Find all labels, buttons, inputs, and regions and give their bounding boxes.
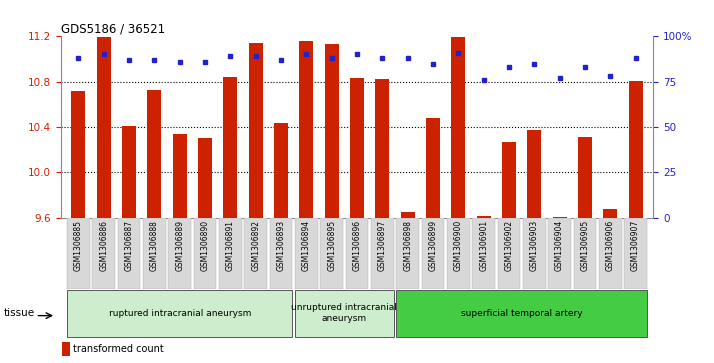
Text: GSM1306893: GSM1306893 (276, 220, 286, 271)
Text: GSM1306890: GSM1306890 (201, 220, 209, 271)
Bar (523, 218, 545, 289)
Bar (371, 218, 393, 289)
Bar (118, 218, 141, 289)
Text: GSM1306899: GSM1306899 (428, 220, 438, 271)
Text: GSM1306903: GSM1306903 (530, 220, 539, 271)
Bar (62, 342, 69, 356)
Text: transformed count: transformed count (73, 344, 164, 354)
Bar (92, 218, 115, 289)
Text: GSM1306905: GSM1306905 (580, 220, 590, 271)
Bar (71, 91, 86, 218)
Bar (421, 218, 444, 289)
Text: GSM1306886: GSM1306886 (99, 220, 109, 271)
Bar (295, 218, 318, 289)
Bar (426, 118, 440, 218)
Text: superficial temporal artery: superficial temporal artery (461, 309, 583, 318)
Bar (502, 142, 516, 218)
Bar (628, 81, 643, 218)
Bar (295, 290, 393, 337)
Text: GSM1306891: GSM1306891 (226, 220, 235, 271)
Bar (223, 77, 237, 218)
Bar (553, 217, 567, 218)
Text: GSM1306904: GSM1306904 (555, 220, 564, 271)
Text: GDS5186 / 36521: GDS5186 / 36521 (61, 22, 165, 35)
Bar (578, 137, 592, 218)
Bar (573, 218, 596, 289)
Bar (528, 130, 541, 218)
Text: tissue: tissue (4, 308, 35, 318)
Text: GSM1306896: GSM1306896 (353, 220, 361, 271)
Bar (624, 218, 647, 289)
Bar (548, 218, 571, 289)
Text: GSM1306898: GSM1306898 (403, 220, 412, 271)
Text: GSM1306895: GSM1306895 (327, 220, 336, 271)
Text: GSM1306907: GSM1306907 (631, 220, 640, 271)
Text: unruptured intracranial
aneurysm: unruptured intracranial aneurysm (291, 303, 397, 323)
Text: GSM1306906: GSM1306906 (605, 220, 615, 271)
Bar (147, 90, 161, 218)
Bar (299, 41, 313, 218)
Bar (477, 216, 491, 218)
Bar (270, 218, 293, 289)
Bar (451, 37, 466, 218)
Bar (173, 134, 186, 218)
Bar (274, 122, 288, 218)
Text: GSM1306901: GSM1306901 (479, 220, 488, 271)
Bar (401, 212, 415, 218)
Text: GSM1306889: GSM1306889 (175, 220, 184, 271)
Bar (603, 209, 617, 218)
Text: GSM1306897: GSM1306897 (378, 220, 387, 271)
Bar (376, 79, 389, 218)
Bar (396, 218, 419, 289)
Text: GSM1306887: GSM1306887 (124, 220, 134, 271)
Bar (67, 290, 293, 337)
Bar (122, 126, 136, 218)
Bar (498, 218, 521, 289)
Bar (447, 218, 470, 289)
Bar (472, 218, 495, 289)
Bar (350, 78, 364, 218)
Text: GSM1306902: GSM1306902 (505, 220, 513, 271)
Bar (219, 218, 242, 289)
Bar (346, 218, 368, 289)
Text: GSM1306894: GSM1306894 (302, 220, 311, 271)
Bar (248, 43, 263, 218)
Bar (67, 218, 90, 289)
Bar (193, 218, 216, 289)
Text: GSM1306885: GSM1306885 (74, 220, 83, 271)
Bar (244, 218, 267, 289)
Text: GSM1306892: GSM1306892 (251, 220, 260, 271)
Text: GSM1306888: GSM1306888 (150, 220, 159, 271)
Text: GSM1306900: GSM1306900 (454, 220, 463, 271)
Bar (599, 218, 622, 289)
Bar (169, 218, 191, 289)
Bar (321, 218, 343, 289)
Bar (396, 290, 647, 337)
Text: ruptured intracranial aneurysm: ruptured intracranial aneurysm (109, 309, 251, 318)
Bar (198, 138, 212, 218)
Bar (325, 44, 338, 218)
Bar (97, 37, 111, 218)
Bar (143, 218, 166, 289)
